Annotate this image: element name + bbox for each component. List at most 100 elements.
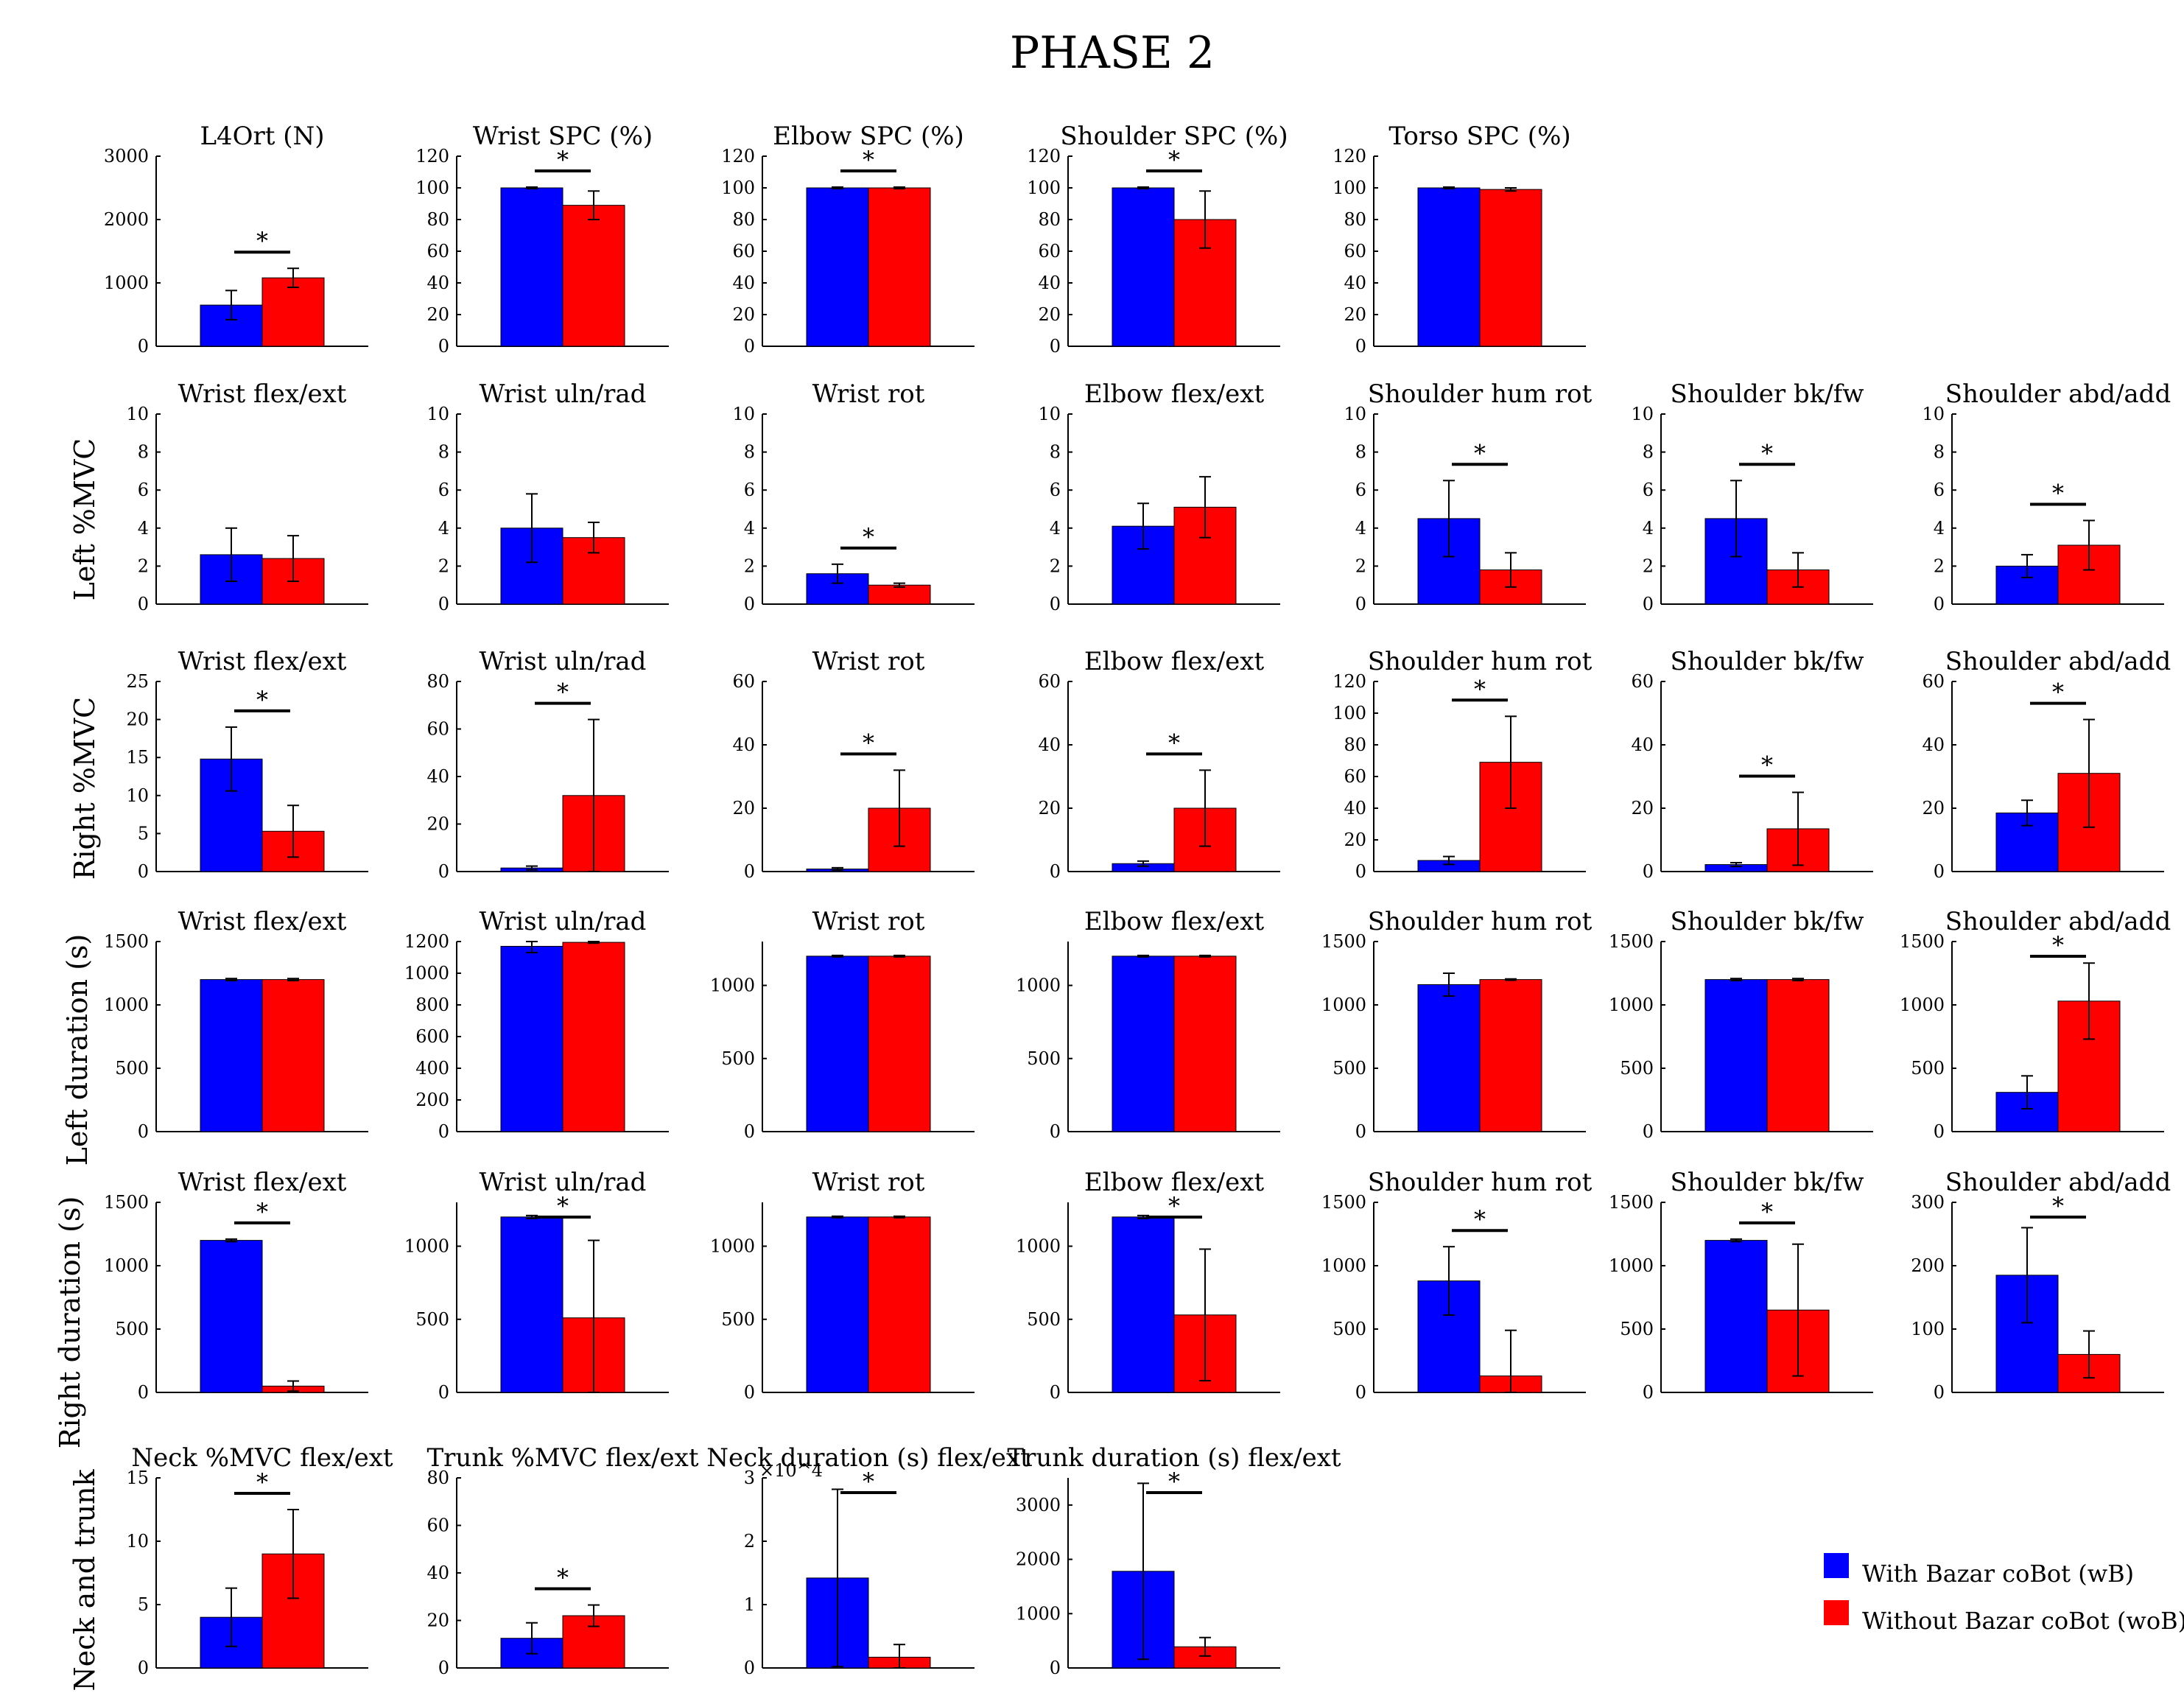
panel-r1-shoulder-abd-add-significance-star: * (2052, 479, 2064, 507)
panel-r4-shoulder-bk-fw-bar-wb (1704, 1240, 1768, 1393)
legend-swatch-wb (1824, 1553, 1849, 1578)
panel-r5-neck-mvc-flex-ext: Neck %MVC flex/ext 0 5 10 15 * (126, 1443, 393, 1678)
panel-r0-shoulder-spc: Shoulder SPC (%) 0 20 40 60 80 100 120 * (1027, 122, 1288, 357)
panel-r4-wrist-rot-bar-wb (806, 1216, 869, 1393)
panel-r3-wrist-flex-ext: Wrist flex/ext 0 500 1000 1500 (104, 907, 368, 1142)
panel-r5-trunk-duration-s-flex-ext-tick-label: 0 (1050, 1658, 1061, 1678)
panel-r1-elbow-flex-ext-tick-label: 6 (1050, 480, 1061, 500)
panel-r3-wrist-flex-ext-bar-wb (200, 979, 263, 1132)
panel-r1-wrist-flex-ext: Wrist flex/ext 0 2 4 6 8 10 (126, 379, 368, 614)
panel-r2-wrist-rot-title: Wrist rot (812, 647, 925, 676)
panel-r5-trunk-mvc-flex-ext-significance-star: * (557, 1564, 569, 1592)
panel-r4-shoulder-hum-rot-tick-label: 500 (1332, 1319, 1366, 1339)
panel-r4-elbow-flex-ext-bar-wb (1112, 1216, 1175, 1393)
row-label-right-mvc: Right %MVC (69, 697, 101, 880)
panel-r3-shoulder-bk-fw-tick-label: 1000 (1609, 995, 1654, 1015)
panel-r2-wrist-uln-rad-tick-label: 20 (426, 814, 449, 835)
panel-r3-wrist-flex-ext-title: Wrist flex/ext (178, 907, 347, 936)
panel-r3-elbow-flex-ext-tick-label: 1000 (1016, 975, 1061, 996)
panel-r5-neck-mvc-flex-ext-title: Neck %MVC flex/ext (131, 1443, 393, 1473)
panel-r3-wrist-flex-ext-tick-label: 1000 (104, 995, 149, 1015)
panel-r0-elbow-spc-bar-wb (806, 187, 869, 347)
panel-r4-wrist-uln-rad: Wrist uln/rad 0 500 1000 * (404, 1168, 669, 1403)
panel-r2-wrist-flex-ext: Wrist flex/ext 0 5 10 15 20 25 * (126, 647, 368, 882)
panel-r3-shoulder-abd-add-tick-label: 0 (1934, 1121, 1945, 1142)
panel-r1-wrist-flex-ext-tick-label: 2 (138, 555, 149, 576)
panel-r0-elbow-spc-tick-label: 0 (744, 336, 755, 357)
panel-r0-elbow-spc-significance-star: * (863, 146, 874, 174)
panel-r2-shoulder-hum-rot-significance-star: * (1474, 675, 1486, 703)
panel-r1-wrist-uln-rad-tick-label: 8 (438, 442, 449, 463)
panel-r1-shoulder-hum-rot-significance-star: * (1474, 439, 1486, 467)
panel-r1-shoulder-hum-rot-tick-label: 6 (1355, 480, 1366, 500)
panel-r4-wrist-rot-bar-wob (868, 1216, 931, 1393)
panel-r4-shoulder-abd-add-tick-label: 100 (1911, 1319, 1945, 1339)
panel-r1-wrist-uln-rad-tick-label: 2 (438, 555, 449, 576)
panel-r3-wrist-uln-rad-tick-label: 0 (438, 1121, 449, 1142)
panel-r1-wrist-rot-title: Wrist rot (812, 379, 925, 409)
panel-r1-wrist-uln-rad-tick-label: 6 (438, 480, 449, 500)
panel-r3-elbow-flex-ext-tick-label: 0 (1050, 1121, 1061, 1142)
panel-r4-elbow-flex-ext-tick-label: 500 (1027, 1309, 1061, 1330)
panel-r0-shoulder-spc-significance-star: * (1168, 146, 1180, 174)
panel-r1-wrist-uln-rad-title: Wrist uln/rad (480, 379, 647, 409)
panel-r0-l4ort-n-tick-label: 1000 (104, 273, 149, 293)
panel-r4-wrist-flex-ext-significance-star: * (256, 1198, 268, 1226)
panel-r5-neck-duration-s-flex-ext-tick-label: 0 (744, 1658, 755, 1678)
panel-r4-wrist-flex-ext: Wrist flex/ext 0 500 1000 1500 * (104, 1168, 368, 1403)
panel-r4-shoulder-abd-add-title: Shoulder abd/add (1945, 1168, 2171, 1197)
panel-r0-wrist-spc-bar-wob (562, 205, 625, 347)
panel-r2-shoulder-abd-add-tick-label: 20 (1922, 798, 1945, 819)
panel-r2-shoulder-abd-add-tick-label: 60 (1922, 671, 1945, 692)
panel-r5-trunk-duration-s-flex-ext-tick-label: 3000 (1016, 1495, 1061, 1515)
panel-r3-shoulder-hum-rot-tick-label: 1000 (1321, 995, 1366, 1015)
panel-r1-shoulder-abd-add: Shoulder abd/add 0 2 4 6 8 10 * (1922, 379, 2171, 614)
panel-r0-shoulder-spc-title: Shoulder SPC (%) (1060, 122, 1288, 151)
panel-r3-wrist-uln-rad-tick-label: 400 (415, 1058, 449, 1079)
row-label-right-duration: Right duration (s) (54, 1196, 86, 1449)
panel-r4-wrist-rot-title: Wrist rot (812, 1168, 925, 1197)
panel-r0-shoulder-spc-tick-label: 120 (1027, 146, 1061, 167)
panel-r1-wrist-rot-tick-label: 6 (744, 480, 755, 500)
panel-r2-wrist-rot-significance-star: * (863, 729, 874, 757)
figure-title: PHASE 2 (1010, 27, 1215, 79)
panel-r0-wrist-spc-bar-wb (500, 187, 563, 347)
panel-r2-wrist-flex-ext-tick-label: 15 (126, 747, 149, 768)
panel-r1-wrist-rot-tick-label: 10 (732, 404, 755, 424)
panel-r2-shoulder-abd-add: Shoulder abd/add 0 20 40 60 * (1922, 647, 2171, 882)
panel-r3-shoulder-bk-fw-title: Shoulder bk/fw (1671, 907, 1864, 936)
panel-r3-shoulder-abd-add-tick-label: 1500 (1900, 931, 1945, 952)
panel-r4-shoulder-abd-add-bar-wb (1995, 1275, 2059, 1393)
panel-r5-trunk-duration-s-flex-ext-significance-star: * (1168, 1468, 1180, 1496)
panel-r3-wrist-flex-ext-bar-wob (261, 979, 325, 1132)
panel-r1-wrist-flex-ext-tick-label: 0 (138, 594, 149, 614)
panel-r3-wrist-flex-ext-tick-label: 1500 (104, 931, 149, 952)
panel-r0-torso-spc-bar-wob (1479, 189, 1542, 347)
panel-r2-shoulder-hum-rot-tick-label: 40 (1344, 798, 1366, 819)
panel-r2-shoulder-abd-add-tick-label: 0 (1934, 861, 1945, 882)
panel-r1-wrist-rot-tick-label: 8 (744, 442, 755, 463)
panel-r4-elbow-flex-ext-tick-label: 1000 (1016, 1236, 1061, 1257)
panel-r1-shoulder-abd-add-tick-label: 8 (1934, 442, 1945, 463)
panel-r2-shoulder-bk-fw: Shoulder bk/fw 0 20 40 60 * (1631, 647, 1873, 882)
panel-r5-neck-mvc-flex-ext-tick-label: 5 (138, 1594, 149, 1615)
panel-r0-shoulder-spc-tick-label: 20 (1038, 304, 1061, 325)
panel-r1-wrist-flex-ext-tick-label: 8 (138, 442, 149, 463)
panel-r1-wrist-flex-ext-tick-label: 4 (138, 518, 149, 539)
panel-r0-torso-spc-tick-label: 80 (1344, 209, 1366, 230)
panel-r5-trunk-mvc-flex-ext-title: Trunk %MVC flex/ext (426, 1443, 698, 1473)
panel-r1-elbow-flex-ext-tick-label: 10 (1038, 404, 1061, 424)
panel-r4-wrist-flex-ext-bar-wb (200, 1240, 263, 1393)
panel-r1-wrist-rot-bar-wob (868, 584, 931, 605)
panel-r2-elbow-flex-ext-tick-label: 20 (1038, 798, 1061, 819)
panel-r2-shoulder-hum-rot-tick-label: 120 (1332, 671, 1366, 692)
panel-r4-shoulder-hum-rot-tick-label: 1000 (1321, 1255, 1366, 1276)
panel-r3-elbow-flex-ext-title: Elbow flex/ext (1084, 907, 1265, 936)
panel-r5-neck-mvc-flex-ext-tick-label: 10 (126, 1531, 149, 1552)
panel-r3-wrist-uln-rad-bar-wob (562, 942, 625, 1132)
panel-r0-l4ort-n-tick-label: 2000 (104, 209, 149, 230)
panel-r2-elbow-flex-ext-tick-label: 40 (1038, 735, 1061, 755)
panel-r4-wrist-flex-ext-title: Wrist flex/ext (178, 1168, 347, 1197)
panel-r2-shoulder-hum-rot-tick-label: 0 (1355, 861, 1366, 882)
panel-r0-l4ort-n-tick-label: 0 (138, 336, 149, 357)
